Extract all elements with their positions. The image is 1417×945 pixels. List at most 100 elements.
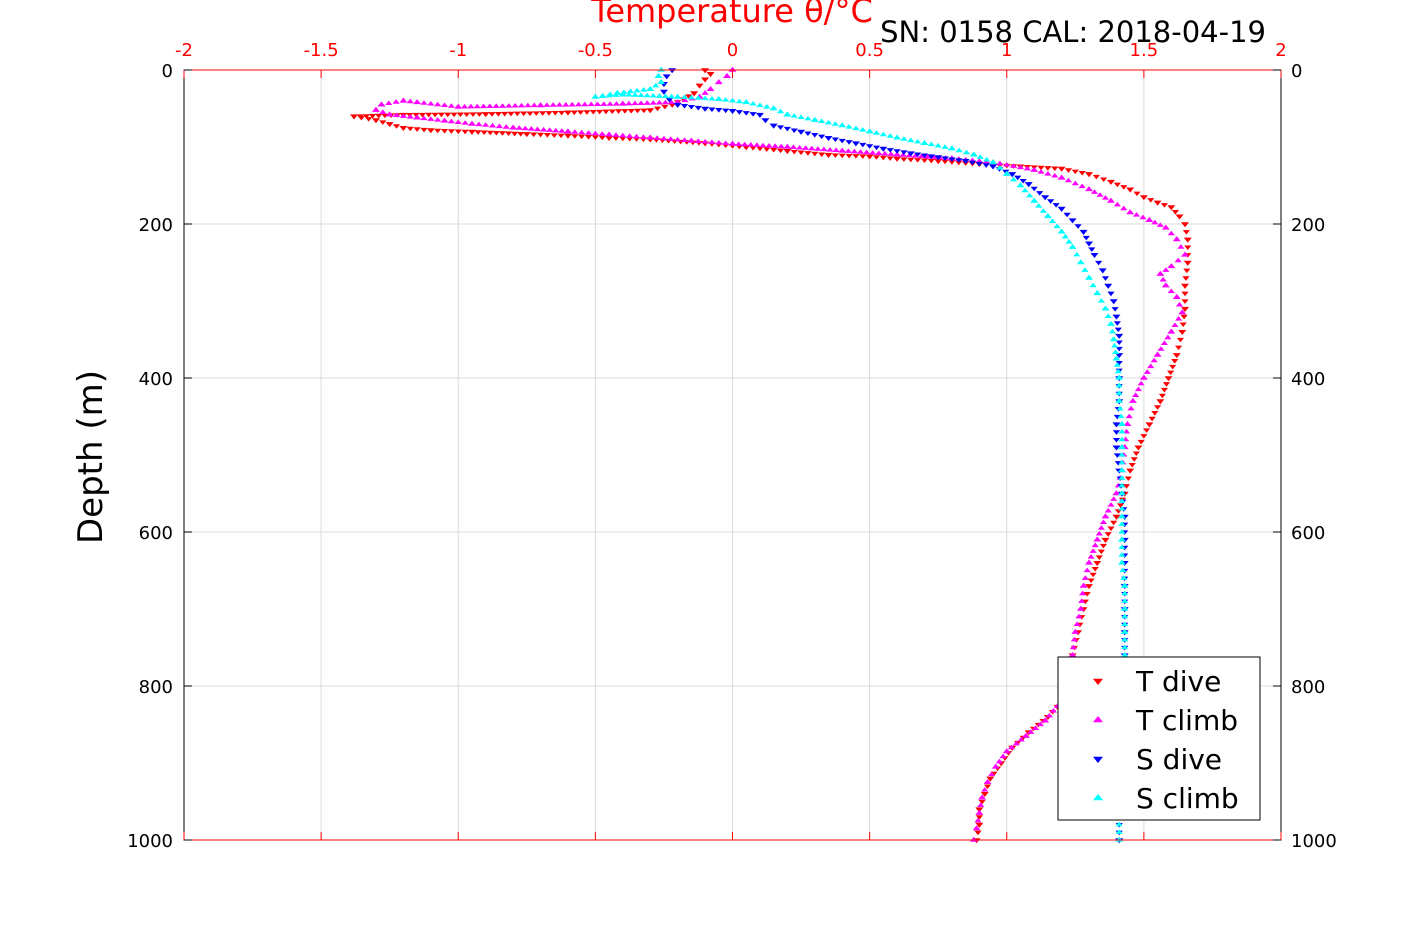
data-point	[1158, 393, 1166, 399]
data-point	[955, 158, 963, 163]
data-point	[498, 103, 507, 108]
data-point	[1023, 165, 1031, 171]
data-point	[1147, 198, 1155, 203]
data-point	[872, 155, 881, 160]
data-point	[602, 109, 610, 115]
data-point	[1160, 340, 1169, 345]
data-point	[1117, 444, 1126, 450]
data-point	[368, 114, 377, 119]
data-point	[802, 145, 810, 150]
data-point	[1126, 209, 1135, 215]
data-point	[563, 133, 572, 139]
data-point	[974, 817, 982, 823]
data-point	[1143, 428, 1151, 433]
data-point	[941, 159, 949, 165]
data-point	[426, 128, 435, 134]
data-point	[978, 799, 986, 805]
data-point	[379, 120, 387, 125]
data-point	[434, 128, 442, 134]
data-point	[1179, 322, 1187, 328]
data-point	[831, 137, 839, 143]
data-point	[1172, 236, 1181, 242]
data-point	[1089, 548, 1097, 553]
data-point	[728, 66, 737, 72]
data-point	[392, 99, 400, 104]
data-point	[1130, 457, 1138, 462]
data-point	[1113, 453, 1121, 458]
data-point	[962, 149, 971, 155]
data-point	[1091, 542, 1099, 548]
data-point	[379, 109, 387, 114]
data-point	[1132, 451, 1140, 456]
data-point	[413, 114, 422, 120]
data-point	[614, 109, 623, 114]
data-point	[1081, 267, 1089, 272]
data-point	[1184, 245, 1192, 251]
data-point	[879, 155, 887, 161]
data-point	[1085, 559, 1094, 565]
data-point	[618, 100, 627, 106]
serial-calibration-label: SN: 0158 CAL: 2018-04-19	[880, 15, 1266, 49]
data-point	[530, 102, 538, 108]
data-point	[447, 118, 455, 124]
data-point	[377, 101, 386, 107]
data-point	[1132, 392, 1140, 397]
data-point	[1090, 189, 1099, 194]
data-point	[1113, 201, 1121, 207]
x-tick-label: -0.5	[578, 40, 613, 61]
data-point	[777, 143, 785, 149]
data-point	[563, 128, 572, 134]
data-point	[406, 126, 414, 132]
data-point	[969, 836, 978, 842]
data-point	[723, 72, 732, 78]
data-point	[1121, 644, 1129, 650]
data-point	[1112, 314, 1121, 320]
y-axis-label: Depth (m)	[71, 370, 111, 544]
data-point	[1117, 559, 1126, 565]
data-point	[694, 95, 702, 100]
data-point	[1112, 437, 1121, 443]
data-point	[899, 152, 907, 157]
data-point	[1181, 291, 1189, 297]
data-point	[1167, 230, 1175, 236]
data-point	[627, 108, 635, 114]
data-point	[795, 144, 804, 150]
data-point	[667, 136, 675, 141]
data-point	[735, 98, 743, 104]
data-point	[927, 158, 935, 164]
chart-title: Temperature θ/°C	[590, 0, 873, 30]
data-point	[1031, 725, 1040, 730]
data-point	[1037, 169, 1045, 174]
data-point	[1087, 578, 1095, 584]
data-point	[1121, 636, 1129, 642]
data-point	[824, 119, 833, 125]
data-point	[1051, 166, 1059, 172]
data-point	[515, 125, 523, 130]
data-point	[687, 104, 695, 110]
data-point	[1076, 605, 1085, 611]
data-point	[1027, 729, 1035, 734]
data-point	[755, 112, 764, 118]
data-point	[1110, 496, 1118, 501]
data-point	[1110, 520, 1118, 526]
data-point	[1095, 260, 1103, 266]
data-point	[838, 147, 847, 153]
data-point	[722, 108, 730, 114]
data-point	[1162, 382, 1171, 387]
data-point	[783, 149, 792, 155]
data-point	[1107, 502, 1115, 507]
data-point	[555, 102, 564, 107]
data-point	[975, 822, 984, 828]
data-point	[797, 114, 805, 119]
data-point	[701, 95, 709, 101]
data-point	[1156, 399, 1165, 405]
data-point	[808, 145, 816, 151]
data-point	[1016, 182, 1025, 188]
data-point	[989, 159, 998, 165]
data-point	[385, 100, 393, 105]
y-tick-label-right: 200	[1291, 215, 1325, 236]
y-tick-label-right: 400	[1291, 369, 1325, 390]
data-point	[975, 815, 983, 820]
data-point	[632, 133, 641, 139]
data-point	[783, 111, 792, 117]
